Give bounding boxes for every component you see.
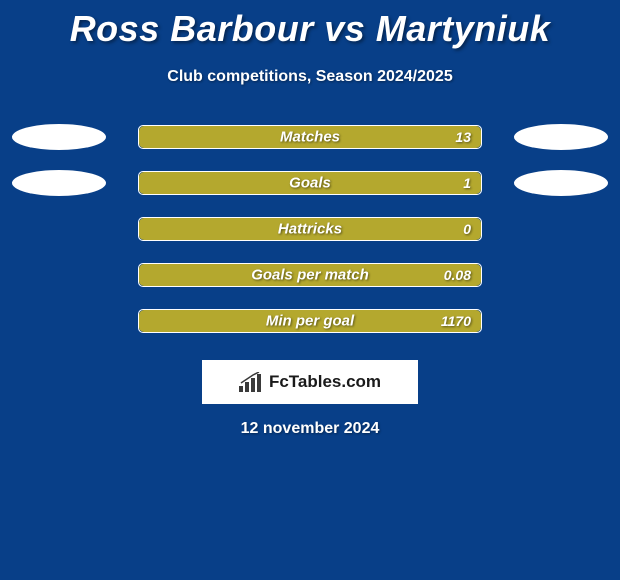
bar-value: 13 [455, 129, 471, 145]
bar-track: Hattricks0 [138, 217, 482, 241]
bar-label: Matches [139, 129, 481, 146]
right-ellipse [514, 124, 608, 150]
stats-container: Matches13 Goals1 Hattricks0 Goals per match… [0, 114, 620, 344]
logo-box: FcTables.com [202, 360, 418, 404]
bar-label: Goals [139, 175, 481, 192]
bar-value: 1170 [441, 313, 471, 329]
bar-label: Goals per match [139, 267, 481, 284]
bar-chart-icon [239, 372, 265, 392]
bar-track: Matches13 [138, 125, 482, 149]
bar-label: Min per goal [139, 313, 481, 330]
page-title: Ross Barbour vs Martyniuk [0, 0, 620, 50]
stat-row: Hattricks0 [0, 206, 620, 252]
bar-value: 0 [463, 221, 471, 237]
bar-track: Goals1 [138, 171, 482, 195]
bar-track: Min per goal1170 [138, 309, 482, 333]
stat-row: Goals per match0.08 [0, 252, 620, 298]
bar-value: 0.08 [444, 267, 471, 283]
date-text: 12 november 2024 [0, 420, 620, 438]
stat-row: Matches13 [0, 114, 620, 160]
bar-value: 1 [463, 175, 471, 191]
left-ellipse [12, 124, 106, 150]
logo-content: FcTables.com [239, 372, 381, 392]
logo-text: FcTables.com [269, 372, 381, 392]
bar-track: Goals per match0.08 [138, 263, 482, 287]
stat-row: Goals1 [0, 160, 620, 206]
stat-row: Min per goal1170 [0, 298, 620, 344]
left-ellipse [12, 170, 106, 196]
subtitle: Club competitions, Season 2024/2025 [0, 68, 620, 86]
bar-label: Hattricks [139, 221, 481, 238]
right-ellipse [514, 170, 608, 196]
